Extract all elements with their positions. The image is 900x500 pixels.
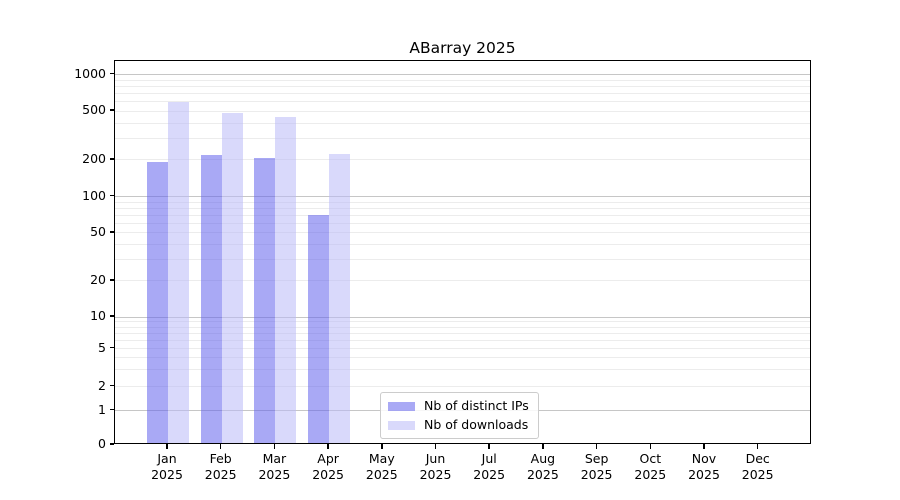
- minor-gridline: [115, 222, 810, 224]
- legend-swatch-downloads-icon: [388, 420, 415, 430]
- y-tick-mark: [110, 157, 114, 160]
- y-tick-mark: [110, 384, 114, 387]
- y-tick-mark: [110, 443, 114, 445]
- x-tick-label: Aug 2025: [526, 451, 559, 482]
- y-tick-label: 1000: [74, 65, 106, 81]
- x-tick-mark: [381, 444, 383, 449]
- minor-gridline: [115, 280, 810, 282]
- x-tick-label: Mar 2025: [258, 451, 291, 482]
- x-tick-label: Sep 2025: [580, 451, 613, 482]
- bar-distinct-ips-apr: [308, 215, 330, 443]
- minor-gridline: [115, 339, 810, 341]
- legend-label-distinct-ips: Nb of distinct IPs: [424, 398, 529, 413]
- y-tick-mark: [110, 194, 114, 197]
- y-tick-label: 0: [98, 436, 106, 451]
- legend-swatch-distinct-ips-icon: [388, 401, 415, 411]
- legend: Nb of distinct IPs Nb of downloads: [380, 392, 539, 439]
- bar-downloads-apr: [329, 153, 351, 443]
- plot-area: Nb of distinct IPs Nb of downloads: [114, 60, 811, 444]
- minor-gridline: [115, 201, 810, 203]
- bar-distinct-ips-jan: [147, 162, 168, 443]
- major-gridline: [115, 316, 810, 318]
- minor-gridline: [115, 232, 810, 234]
- x-tick-mark: [703, 444, 705, 449]
- minor-gridline: [115, 243, 810, 245]
- minor-gridline: [115, 326, 810, 328]
- legend-item-downloads: Nb of downloads: [388, 418, 529, 432]
- bar-downloads-mar: [275, 117, 297, 443]
- x-tick-mark: [273, 444, 276, 449]
- y-tick-label: 200: [82, 150, 106, 166]
- y-tick-mark: [110, 278, 114, 281]
- chart-title: ABarray 2025: [409, 39, 516, 57]
- x-tick-mark: [166, 444, 168, 449]
- x-tick-mark: [649, 444, 652, 449]
- minor-gridline: [115, 357, 810, 359]
- bar-distinct-ips-mar: [254, 158, 276, 443]
- bar-distinct-ips-feb: [200, 154, 222, 443]
- x-tick-label: Dec 2025: [741, 451, 774, 482]
- x-tick-label: Jul 2025: [473, 451, 506, 482]
- x-tick-mark: [542, 444, 544, 449]
- y-tick-label: 10: [90, 308, 106, 323]
- minor-gridline: [115, 159, 810, 161]
- y-tick-label: 5: [98, 339, 106, 355]
- y-tick-label: 2: [98, 377, 106, 393]
- x-tick-mark: [756, 444, 759, 449]
- y-tick-label: 100: [82, 187, 106, 203]
- y-tick-label: 20: [90, 271, 106, 287]
- minor-gridline: [115, 321, 810, 323]
- minor-gridline: [115, 101, 810, 103]
- minor-gridline: [115, 214, 810, 216]
- y-tick-label: 500: [82, 102, 106, 118]
- x-tick-label: Nov 2025: [688, 451, 720, 482]
- minor-gridline: [115, 369, 810, 371]
- minor-gridline: [115, 79, 810, 81]
- x-tick-label: Oct 2025: [634, 451, 667, 482]
- x-tick-mark: [488, 444, 490, 449]
- x-tick-mark: [327, 444, 329, 449]
- x-tick-label: Jan 2025: [151, 451, 183, 482]
- y-tick-mark: [110, 72, 114, 75]
- x-tick-label: Jun 2025: [419, 451, 452, 482]
- bar-downloads-jan: [168, 101, 189, 443]
- minor-gridline: [115, 386, 810, 387]
- legend-label-downloads: Nb of downloads: [424, 417, 529, 432]
- y-tick-mark: [110, 346, 114, 349]
- minor-gridline: [115, 348, 810, 349]
- minor-gridline: [115, 259, 810, 260]
- minor-gridline: [115, 122, 810, 124]
- x-tick-label: Feb 2025: [204, 451, 237, 482]
- x-tick-mark: [219, 444, 222, 449]
- major-gridline: [115, 196, 810, 197]
- x-tick-mark: [434, 444, 437, 449]
- minor-gridline: [115, 110, 810, 112]
- x-tick-mark: [595, 444, 598, 449]
- minor-gridline: [115, 137, 810, 139]
- y-tick-mark: [110, 408, 114, 411]
- x-tick-label: May 2025: [365, 451, 398, 482]
- y-tick-mark: [110, 315, 114, 317]
- minor-gridline: [115, 85, 810, 87]
- y-tick-label: 50: [90, 223, 106, 239]
- y-tick-mark: [110, 230, 114, 233]
- major-gridline: [115, 74, 810, 75]
- x-tick-label: Apr 2025: [312, 451, 344, 482]
- legend-item-distinct-ips: Nb of distinct IPs: [388, 399, 529, 413]
- y-tick-mark: [110, 109, 114, 112]
- minor-gridline: [115, 92, 810, 94]
- y-tick-label: 1: [98, 401, 106, 417]
- minor-gridline: [115, 332, 810, 334]
- minor-gridline: [115, 207, 810, 209]
- bar-downloads-feb: [221, 112, 243, 443]
